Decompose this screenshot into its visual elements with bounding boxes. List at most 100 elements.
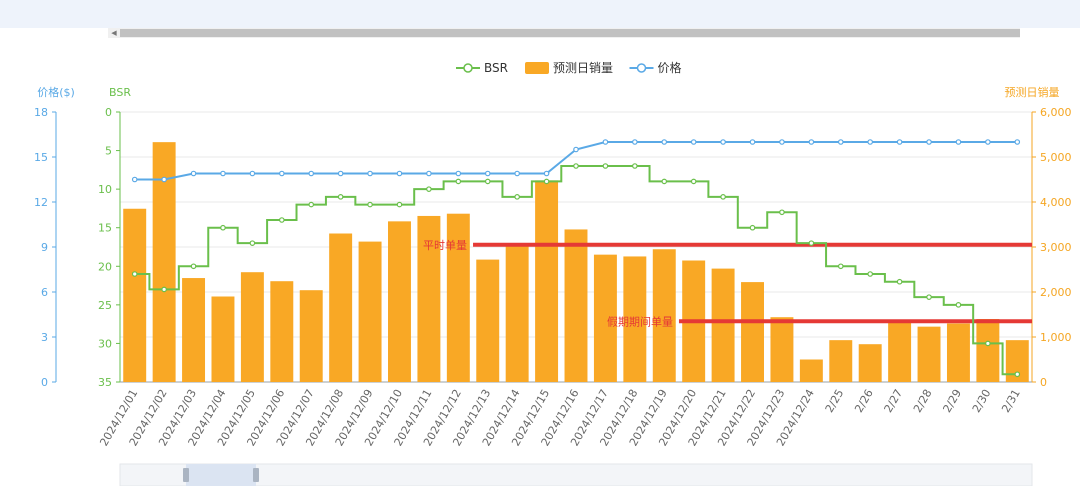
bsr-point[interactable] xyxy=(808,240,815,246)
zoom-handle-right[interactable] xyxy=(253,468,259,482)
bsr-point[interactable] xyxy=(514,194,520,200)
bsr-point[interactable] xyxy=(985,340,991,347)
bsr-point[interactable] xyxy=(690,178,697,185)
bsr-point[interactable] xyxy=(896,278,903,285)
price-point[interactable] xyxy=(779,139,785,145)
bsr-point[interactable] xyxy=(249,240,256,246)
bars[interactable] xyxy=(123,142,1029,382)
sales-bar[interactable] xyxy=(123,208,147,382)
sales-bar[interactable] xyxy=(476,259,500,382)
sales-bar[interactable] xyxy=(770,317,794,382)
price-point[interactable] xyxy=(249,170,256,177)
sales-bar[interactable] xyxy=(858,344,882,382)
sales-bar[interactable] xyxy=(182,278,206,382)
sales-bar[interactable] xyxy=(917,326,941,382)
bsr-point[interactable] xyxy=(602,163,609,169)
sales-bar[interactable] xyxy=(1005,340,1029,382)
price-point[interactable] xyxy=(279,170,285,177)
price-point[interactable] xyxy=(720,139,726,145)
price-point[interactable] xyxy=(690,139,697,145)
bsr-line[interactable] xyxy=(134,165,1018,376)
bsr-point[interactable] xyxy=(837,263,844,270)
price-point[interactable] xyxy=(367,170,373,177)
bsr-point[interactable] xyxy=(220,224,226,231)
sales-bar[interactable] xyxy=(711,268,735,382)
bsr-point[interactable] xyxy=(661,178,668,185)
price-point[interactable] xyxy=(161,176,167,183)
sales-bar[interactable] xyxy=(299,290,323,382)
sales-bar[interactable] xyxy=(946,323,970,383)
bsr-point[interactable] xyxy=(337,194,344,200)
sales-bar[interactable] xyxy=(270,281,294,382)
bsr-point[interactable] xyxy=(1014,371,1021,378)
scroll-left-arrow-icon[interactable]: ◀ xyxy=(111,29,117,37)
scrollbar-thumb[interactable] xyxy=(120,29,1020,37)
sales-bar[interactable] xyxy=(564,229,588,382)
price-point[interactable] xyxy=(985,139,991,145)
lines[interactable] xyxy=(131,139,1021,378)
price-point[interactable] xyxy=(867,139,873,145)
bsr-point[interactable] xyxy=(779,209,785,216)
sales-bar[interactable] xyxy=(446,213,470,382)
legend-item[interactable]: BSR xyxy=(456,61,508,75)
sales-bar[interactable] xyxy=(623,256,647,382)
price-point[interactable] xyxy=(955,139,962,145)
bsr-point[interactable] xyxy=(484,178,491,185)
bsr-point[interactable] xyxy=(161,286,167,293)
price-point[interactable] xyxy=(749,139,756,145)
sales-bar[interactable] xyxy=(211,296,235,383)
bsr-point[interactable] xyxy=(867,271,873,277)
sales-bar[interactable] xyxy=(652,249,676,382)
bsr-point[interactable] xyxy=(955,302,962,308)
bsr-point[interactable] xyxy=(720,194,726,200)
price-point[interactable] xyxy=(808,139,815,145)
sales-bar[interactable] xyxy=(741,282,764,382)
zoom-track[interactable] xyxy=(119,463,1033,486)
sales-bar[interactable] xyxy=(240,272,264,382)
bsr-point[interactable] xyxy=(190,263,197,270)
bsr-point[interactable] xyxy=(573,163,579,169)
bsr-point[interactable] xyxy=(367,201,373,208)
price-point[interactable] xyxy=(190,170,197,177)
sales-bar[interactable] xyxy=(358,241,382,382)
sales-bar[interactable] xyxy=(152,142,176,382)
price-point[interactable] xyxy=(543,170,550,177)
legend-item[interactable]: 价格 xyxy=(629,60,682,75)
price-point[interactable] xyxy=(131,176,138,183)
bsr-point[interactable] xyxy=(279,217,285,223)
price-point[interactable] xyxy=(308,170,315,177)
legend-item[interactable]: 预测日销量 xyxy=(525,61,613,75)
price-point[interactable] xyxy=(426,170,432,177)
price-point[interactable] xyxy=(602,139,609,145)
price-point[interactable] xyxy=(573,146,579,153)
price-point[interactable] xyxy=(661,139,668,145)
sales-bar[interactable] xyxy=(535,180,559,382)
bsr-point[interactable] xyxy=(426,186,432,192)
zoom-handle-left[interactable] xyxy=(183,468,189,482)
sales-bar[interactable] xyxy=(505,244,529,382)
data-zoom-slider[interactable] xyxy=(119,463,1033,486)
bsr-point[interactable] xyxy=(632,163,638,169)
bsr-point[interactable] xyxy=(749,224,756,231)
bsr-point[interactable] xyxy=(396,201,403,208)
price-point[interactable] xyxy=(396,170,403,177)
price-point[interactable] xyxy=(632,139,638,145)
horizontal-scrollbar[interactable]: ◀ xyxy=(108,28,1020,38)
price-point[interactable] xyxy=(926,139,932,145)
sales-bar[interactable] xyxy=(329,233,353,383)
sales-bar[interactable] xyxy=(829,340,853,382)
price-point[interactable] xyxy=(484,170,491,177)
price-point[interactable] xyxy=(514,170,520,177)
price-point[interactable] xyxy=(220,170,226,177)
bsr-point[interactable] xyxy=(455,178,462,185)
price-point[interactable] xyxy=(337,170,344,177)
price-point[interactable] xyxy=(1014,139,1021,145)
sales-bar[interactable] xyxy=(799,359,823,383)
price-point[interactable] xyxy=(896,139,903,145)
price-point[interactable] xyxy=(837,139,844,145)
sales-bar[interactable] xyxy=(593,254,617,382)
sales-bar[interactable] xyxy=(976,319,1000,382)
bsr-point[interactable] xyxy=(131,271,138,277)
bsr-point[interactable] xyxy=(308,201,315,208)
sales-bar[interactable] xyxy=(888,321,912,382)
